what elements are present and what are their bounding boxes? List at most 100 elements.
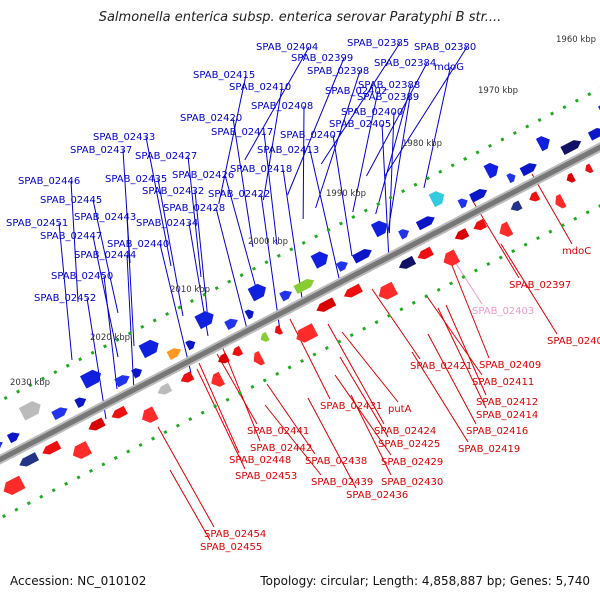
forward-gene-label[interactable]: SPAB_02389 bbox=[357, 92, 419, 103]
forward-gene-label[interactable]: SPAB_02413 bbox=[257, 145, 319, 156]
forward-leader-line bbox=[332, 134, 353, 257]
forward-gene-label[interactable]: SPAB_02398 bbox=[307, 66, 369, 77]
forward-gene-label[interactable]: SPAB_02432 bbox=[142, 186, 204, 197]
reverse-gene-label[interactable]: mdoC bbox=[562, 246, 591, 257]
forward-gene-label[interactable]: SPAB_02437 bbox=[70, 145, 132, 156]
forward-gene-label[interactable]: SPAB_02434 bbox=[136, 218, 198, 229]
reverse-gene-label[interactable]: SPAB_02421 bbox=[410, 361, 472, 372]
pseudogene-label[interactable]: SPAB_02403 bbox=[472, 306, 534, 317]
forward-gene-label[interactable]: SPAB_02408 bbox=[251, 101, 313, 112]
reverse-gene-label[interactable]: SPAB_02397 bbox=[509, 280, 571, 291]
forward-gene-label[interactable]: SPAB_02385 bbox=[347, 38, 409, 49]
forward-gene-label[interactable]: SPAB_02451 bbox=[6, 218, 68, 229]
forward-gene-label[interactable]: SPAB_02407 bbox=[280, 130, 342, 141]
position-tick bbox=[550, 111, 555, 116]
reverse-leader-line bbox=[339, 356, 389, 438]
accession-text: Accession: NC_010102 bbox=[10, 574, 147, 588]
forward-gene-label[interactable]: SPAB_02418 bbox=[230, 164, 292, 175]
reverse-gene-label[interactable]: SPAB_02441 bbox=[247, 426, 309, 437]
reverse-gene-label[interactable]: SPAB_02401 bbox=[547, 336, 600, 347]
reverse-leader-line bbox=[334, 374, 392, 456]
forward-gene-label[interactable]: SPAB_02446 bbox=[18, 176, 80, 187]
reverse-gene-label[interactable]: SPAB_02442 bbox=[250, 443, 312, 454]
reverse-gene bbox=[253, 350, 265, 366]
position-tick bbox=[14, 507, 19, 512]
reverse-gene-label[interactable]: SPAB_02424 bbox=[374, 426, 436, 437]
forward-gene-label[interactable]: SPAB_02399 bbox=[291, 53, 353, 64]
reverse-gene-label[interactable]: SPAB_02411 bbox=[472, 377, 534, 388]
forward-gene-label[interactable]: SPAB_02450 bbox=[51, 271, 113, 282]
reverse-leader-line bbox=[411, 351, 469, 443]
reverse-gene-label[interactable]: SPAB_02412 bbox=[476, 397, 538, 408]
forward-gene-label[interactable]: SPAB_02445 bbox=[40, 195, 102, 206]
forward-gene bbox=[428, 191, 445, 208]
reverse-gene-label[interactable]: SPAB_02425 bbox=[378, 439, 440, 450]
position-tick bbox=[140, 324, 145, 329]
forward-gene-label[interactable]: SPAB_02405 bbox=[329, 119, 391, 130]
reverse-gene-label[interactable]: SPAB_02439 bbox=[311, 477, 373, 488]
reverse-gene bbox=[398, 255, 417, 269]
forward-gene bbox=[279, 290, 292, 302]
reverse-gene bbox=[232, 345, 244, 357]
position-tick bbox=[202, 292, 207, 297]
forward-gene-label[interactable]: SPAB_02435 bbox=[105, 174, 167, 185]
reverse-gene-label[interactable]: SPAB_02419 bbox=[458, 444, 520, 455]
position-tick bbox=[237, 391, 242, 396]
position-tick bbox=[349, 333, 354, 338]
position-tick bbox=[512, 130, 517, 135]
reverse-gene-label[interactable]: SPAB_02416 bbox=[466, 426, 528, 437]
reverse-gene-label[interactable]: SPAB_02409 bbox=[479, 360, 541, 371]
forward-gene-label[interactable]: SPAB_02388 bbox=[358, 80, 420, 91]
forward-gene-label[interactable]: mdoG bbox=[434, 62, 464, 73]
forward-gene-label[interactable]: SPAB_02410 bbox=[229, 82, 291, 93]
forward-gene-label[interactable]: SPAB_02404 bbox=[256, 42, 318, 53]
forward-gene-label[interactable]: SPAB_02402 bbox=[325, 86, 387, 97]
position-tick bbox=[413, 182, 418, 187]
reverse-gene bbox=[454, 228, 470, 240]
forward-gene-label[interactable]: SPAB_02420 bbox=[180, 113, 242, 124]
forward-gene bbox=[336, 261, 348, 272]
forward-gene-label[interactable]: SPAB_02427 bbox=[135, 151, 197, 162]
reverse-gene bbox=[585, 163, 594, 174]
forward-gene-label[interactable]: SPAB_02443 bbox=[74, 212, 136, 223]
reverse-gene-label[interactable]: SPAB_02430 bbox=[381, 477, 443, 488]
reverse-gene-label[interactable]: putA bbox=[388, 404, 412, 415]
reverse-gene-label[interactable]: SPAB_02436 bbox=[346, 490, 408, 501]
forward-gene-label[interactable]: SPAB_02440 bbox=[107, 239, 169, 250]
forward-leader-line bbox=[260, 193, 281, 332]
position-tick bbox=[264, 260, 269, 265]
forward-gene bbox=[351, 249, 372, 264]
reverse-gene-label[interactable]: SPAB_02454 bbox=[204, 529, 266, 540]
position-tick bbox=[560, 223, 565, 228]
position-tick bbox=[463, 156, 468, 161]
reverse-gene-label[interactable]: SPAB_02438 bbox=[305, 456, 367, 467]
position-tick bbox=[498, 255, 503, 260]
forward-leader-line bbox=[387, 96, 411, 235]
forward-gene-label[interactable]: SPAB_02380 bbox=[414, 42, 476, 53]
forward-gene-label[interactable]: SPAB_02384 bbox=[374, 58, 436, 69]
forward-gene bbox=[18, 401, 41, 421]
reverse-gene-label[interactable]: SPAB_02431 bbox=[320, 401, 382, 412]
forward-gene-label[interactable]: SPAB_02428 bbox=[163, 203, 225, 214]
reverse-gene-label[interactable]: SPAB_02414 bbox=[476, 410, 538, 421]
forward-gene-label[interactable]: SPAB_02433 bbox=[93, 132, 155, 143]
forward-gene-label[interactable]: SPAB_02426 bbox=[172, 170, 234, 181]
forward-gene-label[interactable]: SPAB_02452 bbox=[34, 293, 96, 304]
forward-gene bbox=[138, 339, 159, 359]
forward-gene-label[interactable]: SPAB_02417 bbox=[211, 127, 273, 138]
reverse-gene-label[interactable]: SPAB_02453 bbox=[235, 471, 297, 482]
position-tick bbox=[363, 208, 368, 213]
reverse-gene bbox=[529, 191, 541, 202]
forward-gene-label[interactable]: SPAB_02447 bbox=[40, 231, 102, 242]
forward-gene-label[interactable]: SPAB_02444 bbox=[74, 250, 136, 261]
reverse-gene-label[interactable]: SPAB_02448 bbox=[229, 455, 291, 466]
forward-leader-line bbox=[375, 84, 412, 215]
reverse-gene-label[interactable]: SPAB_02429 bbox=[381, 457, 443, 468]
forward-gene-label[interactable]: SPAB_02422 bbox=[208, 189, 270, 200]
reverse-gene-label[interactable]: SPAB_02455 bbox=[200, 542, 262, 553]
forward-gene-label[interactable]: SPAB_02415 bbox=[193, 70, 255, 81]
position-tick bbox=[101, 462, 106, 467]
forward-gene-label[interactable]: SPAB_02400 bbox=[341, 107, 403, 118]
position-tick bbox=[189, 299, 194, 304]
reverse-leader-line bbox=[198, 362, 240, 454]
